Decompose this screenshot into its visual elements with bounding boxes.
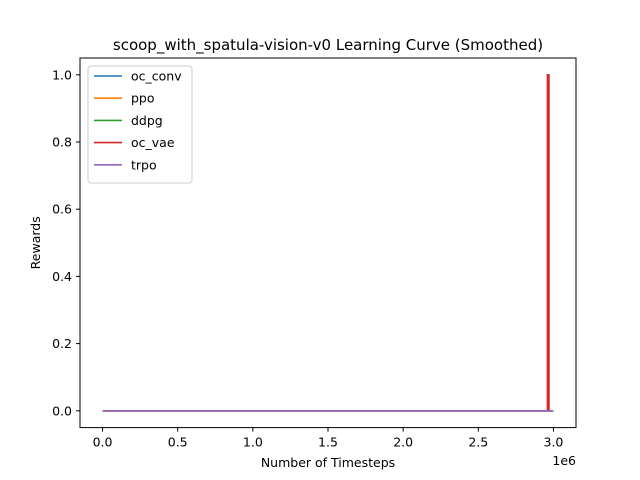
legend-box [87,65,193,184]
x-axis-offset-label: 1e6 [552,453,576,468]
x-tick-label: 0.0 [93,435,113,450]
series-layer [102,74,554,412]
x-tick-label: 2.5 [468,435,488,450]
legend-label: ppo [131,91,155,106]
y-tick-label: 0.8 [52,135,72,150]
y-tick-label: 0.2 [52,336,72,351]
chart-title: scoop_with_spatula-vision-v0 Learning Cu… [113,36,543,55]
legend-label: oc_conv [131,69,182,84]
x-tick-label: 1.0 [243,435,263,450]
x-tick-label: 2.0 [393,435,413,450]
y-axis-label: Rewards [28,216,43,269]
x-tick-label: 1.5 [318,435,338,450]
x-axis-label: Number of Timesteps [261,455,395,470]
x-tick-label: 3.0 [544,435,564,450]
legend-label: trpo [131,157,157,172]
y-tick-label: 0.0 [52,403,72,418]
y-tick-label: 0.4 [52,269,72,284]
y-tick-label: 1.0 [52,67,72,82]
y-axis: 0.0 0.2 0.4 0.6 0.8 1.0 [52,67,80,418]
y-tick-label: 0.6 [52,202,72,217]
x-axis: 0.0 0.5 1.0 1.5 2.0 2.5 3.0 [93,427,564,450]
x-tick-label: 0.5 [168,435,188,450]
legend-label: ddpg [131,113,163,128]
legend-label: oc_vae [131,135,175,150]
